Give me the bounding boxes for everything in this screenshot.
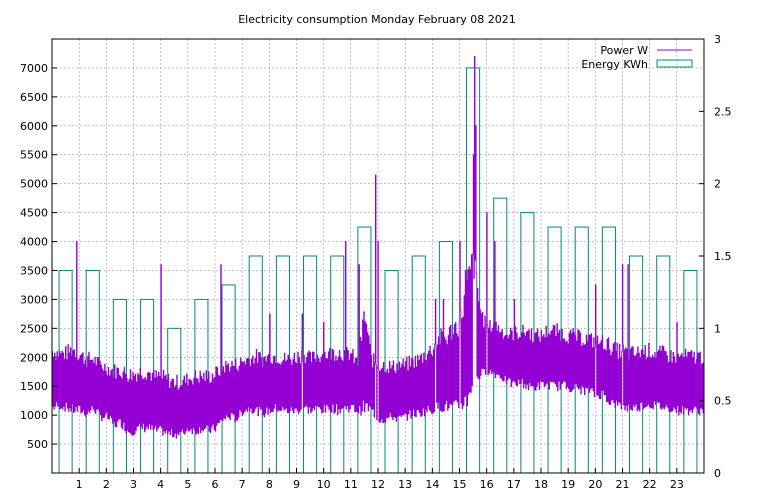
y-tick-label: 5000 [20,178,48,191]
y2-tick-label: 3 [714,33,721,46]
y-axis-ticks: 500 1000 1500 2000 2500 3000 3500 4000 4500 5000 5… [20,62,57,451]
y2-tick-label: 0 [714,467,721,480]
y-tick-label: 1500 [20,380,48,393]
x-tick-label: 17 [507,478,521,491]
x-tick-label: 9 [293,478,300,491]
x-tick-label: 16 [480,478,494,491]
x-tick-label: 23 [670,478,684,491]
x-axis-ticks: 1 2 3 4 5 6 7 8 9 10 11 12 13 14 15 16 17 18 19 20 21 22 23 [76,468,684,491]
y-tick-label: 500 [27,438,48,451]
x-tick-label: 15 [453,478,467,491]
legend: Power W Energy KWh [581,44,693,71]
x-tick-label: 3 [130,478,137,491]
power-line [52,56,705,439]
x-tick-label: 6 [212,478,219,491]
y-tick-label: 2500 [20,322,48,335]
y2-tick-label: 1 [714,322,721,335]
x-tick-label: 14 [425,478,439,491]
y-tick-label: 5500 [20,149,48,162]
y-tick-label: 4500 [20,207,48,220]
y2-tick-label: 2.5 [714,105,732,118]
x-tick-label: 5 [184,478,191,491]
x-tick-label: 8 [266,478,273,491]
y2-tick-label: 1.5 [714,250,732,263]
legend-swatch-energy [656,59,693,68]
legend-label-energy: Energy KWh [581,58,648,71]
y-tick-label: 3500 [20,264,48,277]
legend-label-power: Power W [600,44,648,57]
x-tick-label: 12 [371,478,385,491]
x-tick-label: 19 [561,478,575,491]
x-tick-label: 20 [588,478,602,491]
y-tick-label: 4000 [20,236,48,249]
y-tick-label: 2000 [20,351,48,364]
x-tick-label: 11 [344,478,358,491]
y-tick-label: 6000 [20,120,48,133]
y-tick-label: 3000 [20,293,48,306]
x-tick-label: 21 [616,478,630,491]
x-tick-label: 2 [103,478,110,491]
x-tick-label: 10 [317,478,331,491]
y-tick-label: 6500 [20,91,48,104]
y-tick-label: 7000 [20,62,48,75]
y2-axis-ticks: 0 0.5 1 1.5 2 2.5 3 [699,33,732,480]
x-tick-label: 22 [643,478,657,491]
x-tick-label: 1 [76,478,83,491]
x-tick-label: 7 [239,478,246,491]
power-series-path [52,56,705,439]
y2-tick-label: 0.5 [714,395,732,408]
chart-title: Electricity consumption Monday February … [238,13,516,26]
y-tick-label: 1000 [20,409,48,422]
x-tick-label: 18 [534,478,548,491]
y2-tick-label: 2 [714,178,721,191]
x-tick-label: 4 [157,478,164,491]
x-tick-label: 13 [398,478,412,491]
